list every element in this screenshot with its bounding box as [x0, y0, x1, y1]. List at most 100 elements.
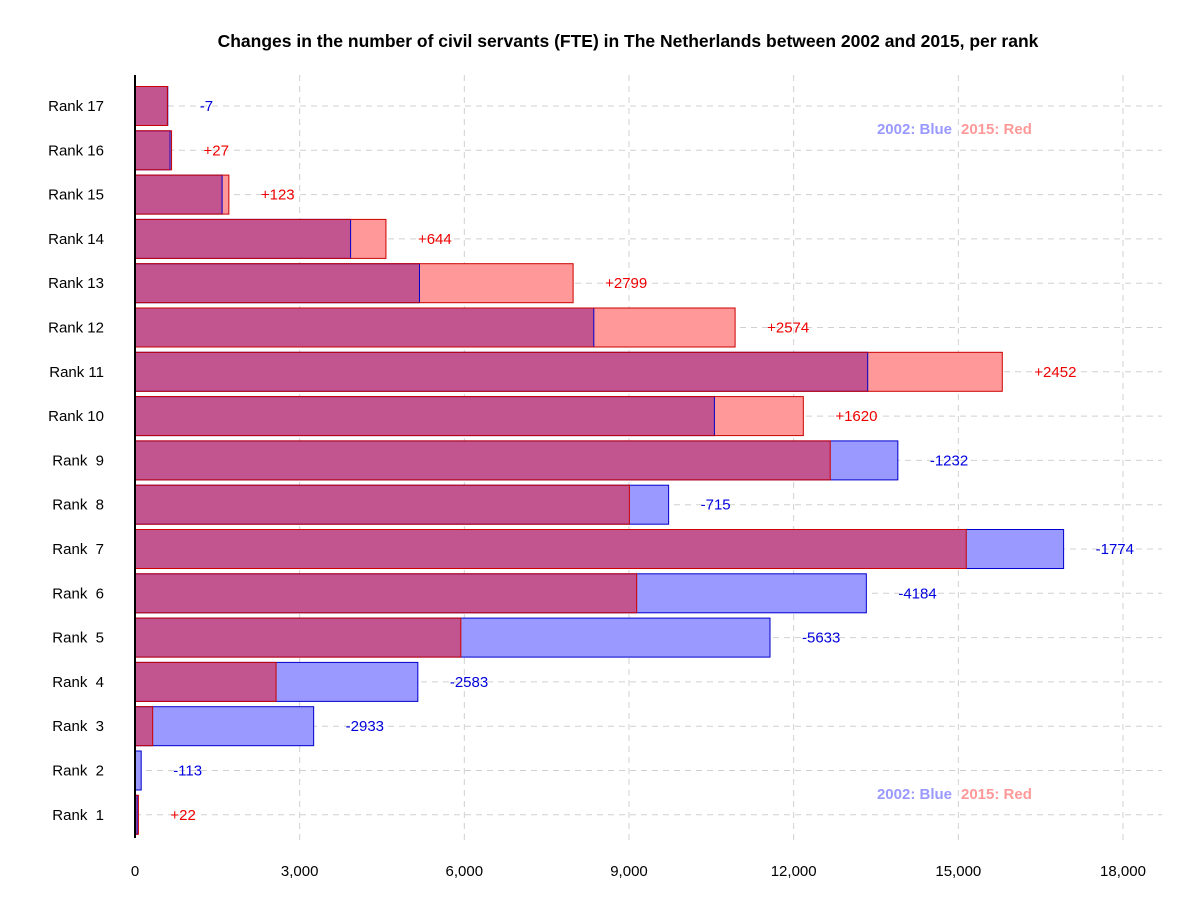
- bar-overlap-rank-12: [135, 308, 594, 347]
- bar-overlap-rank-13: [135, 263, 420, 303]
- difference-label-rank-8: -715: [701, 497, 731, 514]
- bar-group-rank-6: [134, 573, 867, 614]
- bar-group-rank-17: [134, 86, 169, 126]
- category-label-rank-9: Rank 9: [52, 452, 104, 469]
- difference-label-rank-3: -2933: [346, 718, 384, 735]
- difference-labels: +22 -113 -2933 -2583 -5633 -4184 -1774 -715 -123…: [170, 98, 1134, 824]
- bar-excess-rank-16: [170, 130, 172, 170]
- x-tick-labels: 0 3,000 6,000 9,000 12,000 15,000 18,000: [131, 863, 1146, 880]
- bars: [134, 86, 1065, 835]
- bar-overlap-rank-5: [135, 618, 461, 658]
- x-tick-label-0: 0: [131, 863, 139, 880]
- bar-group-rank-15: [134, 174, 230, 215]
- category-label-rank-6: Rank 6: [52, 585, 104, 602]
- legend-bottom: 2002: Blue 2015: Red: [877, 786, 1032, 803]
- difference-label-rank-13: +2799: [605, 275, 647, 292]
- bar-excess-rank-15: [222, 175, 229, 215]
- bar-overlap-rank-4: [135, 662, 277, 702]
- bar-excess-rank-5: [460, 618, 771, 658]
- difference-label-rank-1: +22: [170, 807, 195, 824]
- difference-label-rank-10: +1620: [835, 408, 877, 425]
- legend-top-red: 2015: Red: [961, 121, 1032, 138]
- category-label-rank-17: Rank 17: [48, 98, 104, 115]
- bar-overlap-rank-10: [135, 396, 715, 436]
- category-label-rank-15: Rank 15: [48, 187, 104, 204]
- x-tick-label-2: 6,000: [446, 863, 484, 880]
- bar-group-rank-12: [134, 307, 736, 348]
- x-tick-label-6: 18,000: [1100, 863, 1146, 880]
- bar-excess-rank-6: [636, 573, 867, 613]
- category-label-rank-11: Rank 11: [49, 364, 104, 381]
- difference-label-rank-11: +2452: [1034, 364, 1076, 381]
- difference-label-rank-2: -113: [173, 763, 202, 780]
- bar-group-rank-9: [134, 440, 899, 481]
- bar-group-rank-5: [134, 617, 771, 658]
- bar-excess-rank-14: [350, 219, 386, 259]
- category-label-rank-7: Rank 7: [52, 541, 104, 558]
- legend-top: 2002: Blue 2015: Red: [877, 121, 1032, 138]
- difference-label-rank-17: -7: [200, 98, 213, 115]
- difference-label-rank-15: +123: [261, 187, 295, 204]
- bar-excess-rank-12: [593, 308, 736, 347]
- bar-overlap-rank-7: [135, 529, 967, 569]
- x-tick-label-1: 3,000: [281, 863, 319, 880]
- category-label-rank-2: Rank 2: [52, 763, 104, 780]
- bar-excess-rank-13: [419, 263, 574, 303]
- bar-overlap-rank-6: [135, 573, 637, 613]
- category-label-rank-4: Rank 4: [52, 674, 104, 691]
- x-tick-label-3: 9,000: [610, 863, 648, 880]
- bar-group-rank-14: [134, 218, 387, 259]
- legend-bottom-blue: 2002: Blue: [877, 786, 952, 803]
- category-label-rank-10: Rank 10: [48, 408, 104, 425]
- bar-overlap-rank-15: [135, 175, 223, 215]
- bar-group-rank-11: [134, 351, 1003, 392]
- bar-group-rank-8: [134, 484, 670, 525]
- category-label-rank-13: Rank 13: [48, 275, 104, 292]
- bar-excess-rank-11: [867, 352, 1003, 392]
- difference-label-rank-14: +644: [418, 231, 452, 248]
- difference-label-rank-16: +27: [204, 142, 229, 159]
- bar-overlap-rank-11: [135, 352, 868, 392]
- bar-group-rank-13: [134, 263, 574, 304]
- bar-overlap-rank-1: [135, 795, 138, 835]
- difference-label-rank-12: +2574: [767, 320, 809, 337]
- difference-label-rank-6: -4184: [898, 585, 936, 602]
- bar-excess-rank-9: [830, 440, 898, 480]
- bar-excess-rank-2: [135, 751, 142, 790]
- category-label-rank-3: Rank 3: [52, 718, 104, 735]
- bar-group-rank-10: [134, 396, 804, 437]
- category-label-rank-14: Rank 14: [48, 231, 104, 248]
- bar-group-rank-3: [134, 706, 315, 747]
- category-labels: Rank 1 Rank 2 Rank 3 Rank 4 Rank 5 Rank 6 Rank…: [48, 98, 104, 824]
- difference-label-rank-5: -5633: [802, 630, 840, 647]
- difference-label-rank-7: -1774: [1096, 541, 1134, 558]
- difference-label-rank-9: -1232: [930, 452, 968, 469]
- chart-title: Changes in the number of civil servants …: [218, 31, 1039, 51]
- bar-overlap-rank-16: [135, 130, 171, 170]
- bar-group-rank-7: [134, 529, 1065, 569]
- category-label-rank-16: Rank 16: [48, 142, 104, 159]
- bar-excess-rank-10: [714, 396, 804, 436]
- bar-overlap-rank-8: [135, 485, 630, 525]
- bar-excess-rank-1: [137, 795, 139, 835]
- x-tick-label-4: 12,000: [771, 863, 817, 880]
- difference-label-rank-4: -2583: [450, 674, 488, 691]
- bar-overlap-rank-17: [135, 86, 168, 126]
- category-label-rank-1: Rank 1: [52, 807, 104, 824]
- bar-overlap-rank-3: [135, 706, 153, 746]
- bar-excess-rank-8: [629, 485, 669, 525]
- category-label-rank-12: Rank 12: [48, 320, 104, 337]
- legend-bottom-red: 2015: Red: [961, 786, 1032, 803]
- legend-top-blue: 2002: Blue: [877, 121, 952, 138]
- bar-excess-rank-4: [276, 662, 418, 702]
- category-label-rank-8: Rank 8: [52, 497, 104, 514]
- bar-overlap-rank-9: [135, 440, 831, 480]
- bar-group-rank-16: [134, 130, 173, 171]
- bar-overlap-rank-14: [135, 219, 351, 259]
- bar-excess-rank-3: [152, 706, 314, 746]
- x-tick-label-5: 15,000: [935, 863, 981, 880]
- category-label-rank-5: Rank 5: [52, 630, 104, 647]
- bar-group-rank-4: [134, 661, 419, 702]
- bar-excess-rank-7: [966, 529, 1064, 569]
